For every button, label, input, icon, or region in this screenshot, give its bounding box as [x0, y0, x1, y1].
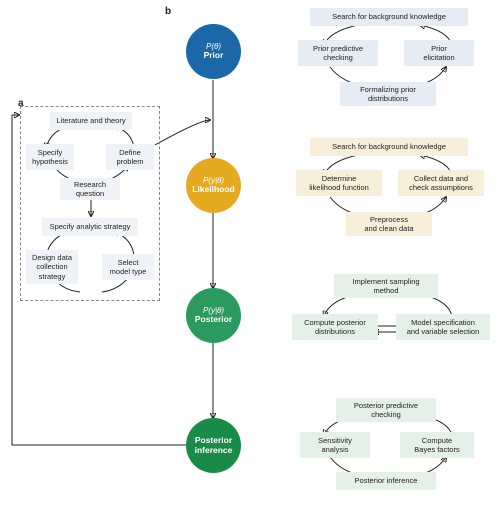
cpo-top: Implement sampling method	[334, 274, 438, 298]
pa-strat: Specify analytic strategy	[42, 218, 138, 236]
cpo-right: Model specification and variable selecti…	[396, 314, 490, 340]
node-posterior: P(y|θ) Posterior	[186, 288, 241, 343]
cp-bot: Formalizing prior distributions	[340, 82, 436, 106]
ci-right: Compute Bayes factors	[400, 432, 474, 458]
pa-spec: Specify hypothesis	[26, 144, 74, 170]
label-postinf: Posterior inference	[195, 436, 233, 456]
cp-right: Prior elicitation	[404, 40, 474, 66]
ci-left: Sensitivity analysis	[300, 432, 370, 458]
cl-right: Collect data and check assumptions	[398, 170, 484, 196]
label-likelihood: Likelihood	[192, 185, 235, 195]
cl-top: Search for background knowledge	[310, 138, 468, 156]
node-likelihood: P(y|θ) Likelihood	[186, 158, 241, 213]
pa-sel: Select model type	[102, 254, 154, 280]
pa-lit: Literature and theory	[50, 112, 132, 130]
pa-def: Define problem	[106, 144, 154, 170]
node-postinf: Posterior inference	[186, 418, 241, 473]
pa-des: Design data collection strategy	[26, 250, 78, 284]
cl-bot: Preprocess and clean data	[346, 212, 432, 236]
node-prior: P(θ) Prior	[186, 24, 241, 79]
pa-rq: Research question	[60, 178, 120, 200]
label-posterior: Posterior	[195, 315, 232, 325]
ci-top: Posterior predictive checking	[336, 398, 436, 422]
cp-top: Search for background knowledge	[310, 8, 468, 26]
label-prior: Prior	[204, 51, 224, 61]
cpo-left: Compute posterior distributions	[292, 314, 378, 340]
ci-bot: Posterior inference	[336, 472, 436, 490]
panel-label-b: b	[165, 6, 171, 17]
cl-left: Determine likelihood function	[296, 170, 382, 196]
cp-left: Prior predictive checking	[298, 40, 378, 66]
